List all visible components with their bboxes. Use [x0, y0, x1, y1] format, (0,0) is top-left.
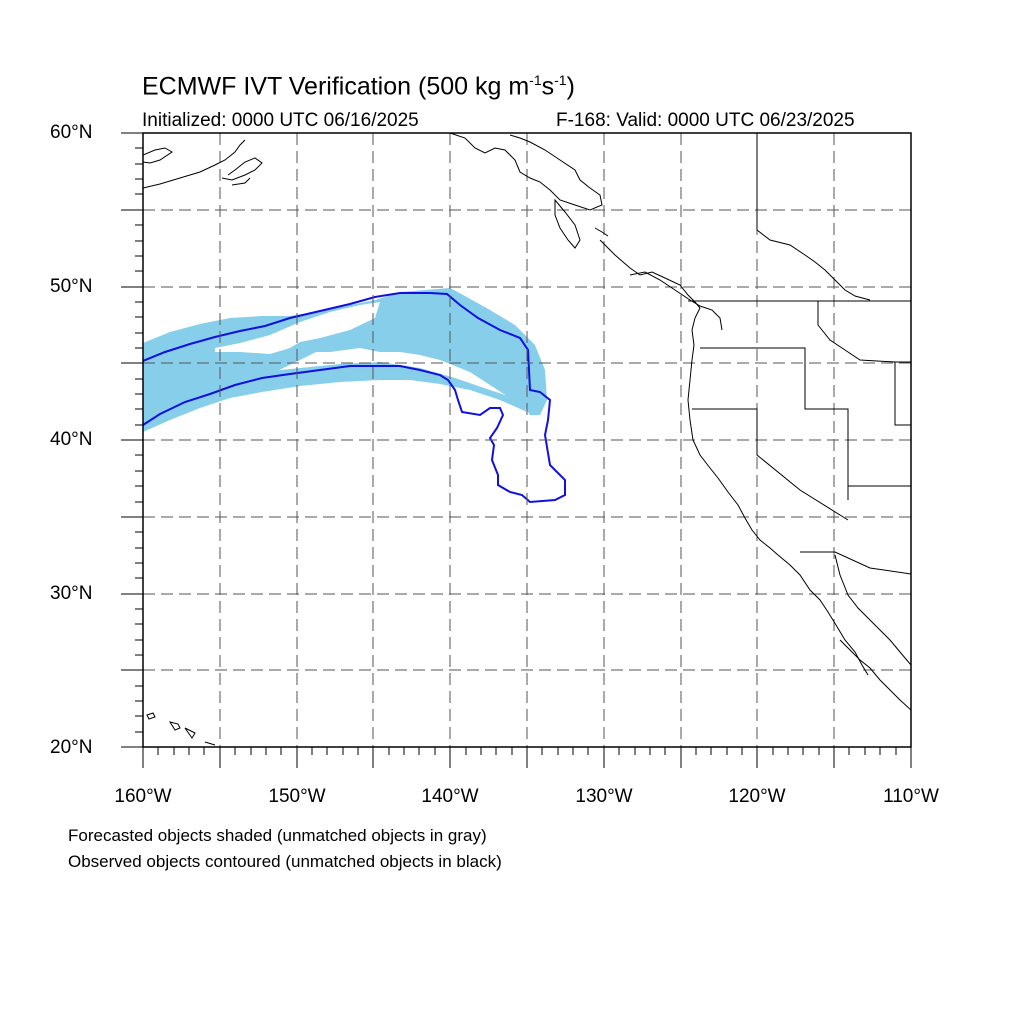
forecast-ivt-object	[143, 288, 547, 430]
valid-time: F-168: Valid: 0000 UTC 06/23/2025	[556, 110, 855, 131]
coastlines	[143, 133, 911, 746]
tick-marks	[121, 132, 912, 768]
lat-label-30n: 30°N	[50, 583, 93, 604]
lat-label-20n: 20°N	[50, 737, 93, 758]
lat-lon-grid	[143, 133, 911, 747]
lon-label-160w: 160°W	[114, 786, 172, 807]
lon-label-130w: 130°W	[575, 786, 633, 807]
lat-label-40n: 40°N	[50, 429, 93, 450]
map-title: ECMWF IVT Verification (500 kg m-1s-1)	[142, 72, 575, 101]
lon-label-120w: 120°W	[728, 786, 786, 807]
observed-legend-note: Observed objects contoured (unmatched ob…	[68, 852, 502, 871]
lat-label-50n: 50°N	[50, 276, 93, 297]
observed-ivt-contour	[143, 292, 566, 504]
lon-label-150w: 150°W	[268, 786, 326, 807]
lon-label-110w: 110°W	[883, 786, 939, 807]
lat-label-60n: 60°N	[50, 122, 93, 143]
forecast-legend-note: Forecasted objects shaded (unmatched obj…	[68, 826, 487, 845]
lon-label-140w: 140°W	[421, 786, 479, 807]
initialized-time: Initialized: 0000 UTC 06/16/2025	[142, 110, 419, 131]
